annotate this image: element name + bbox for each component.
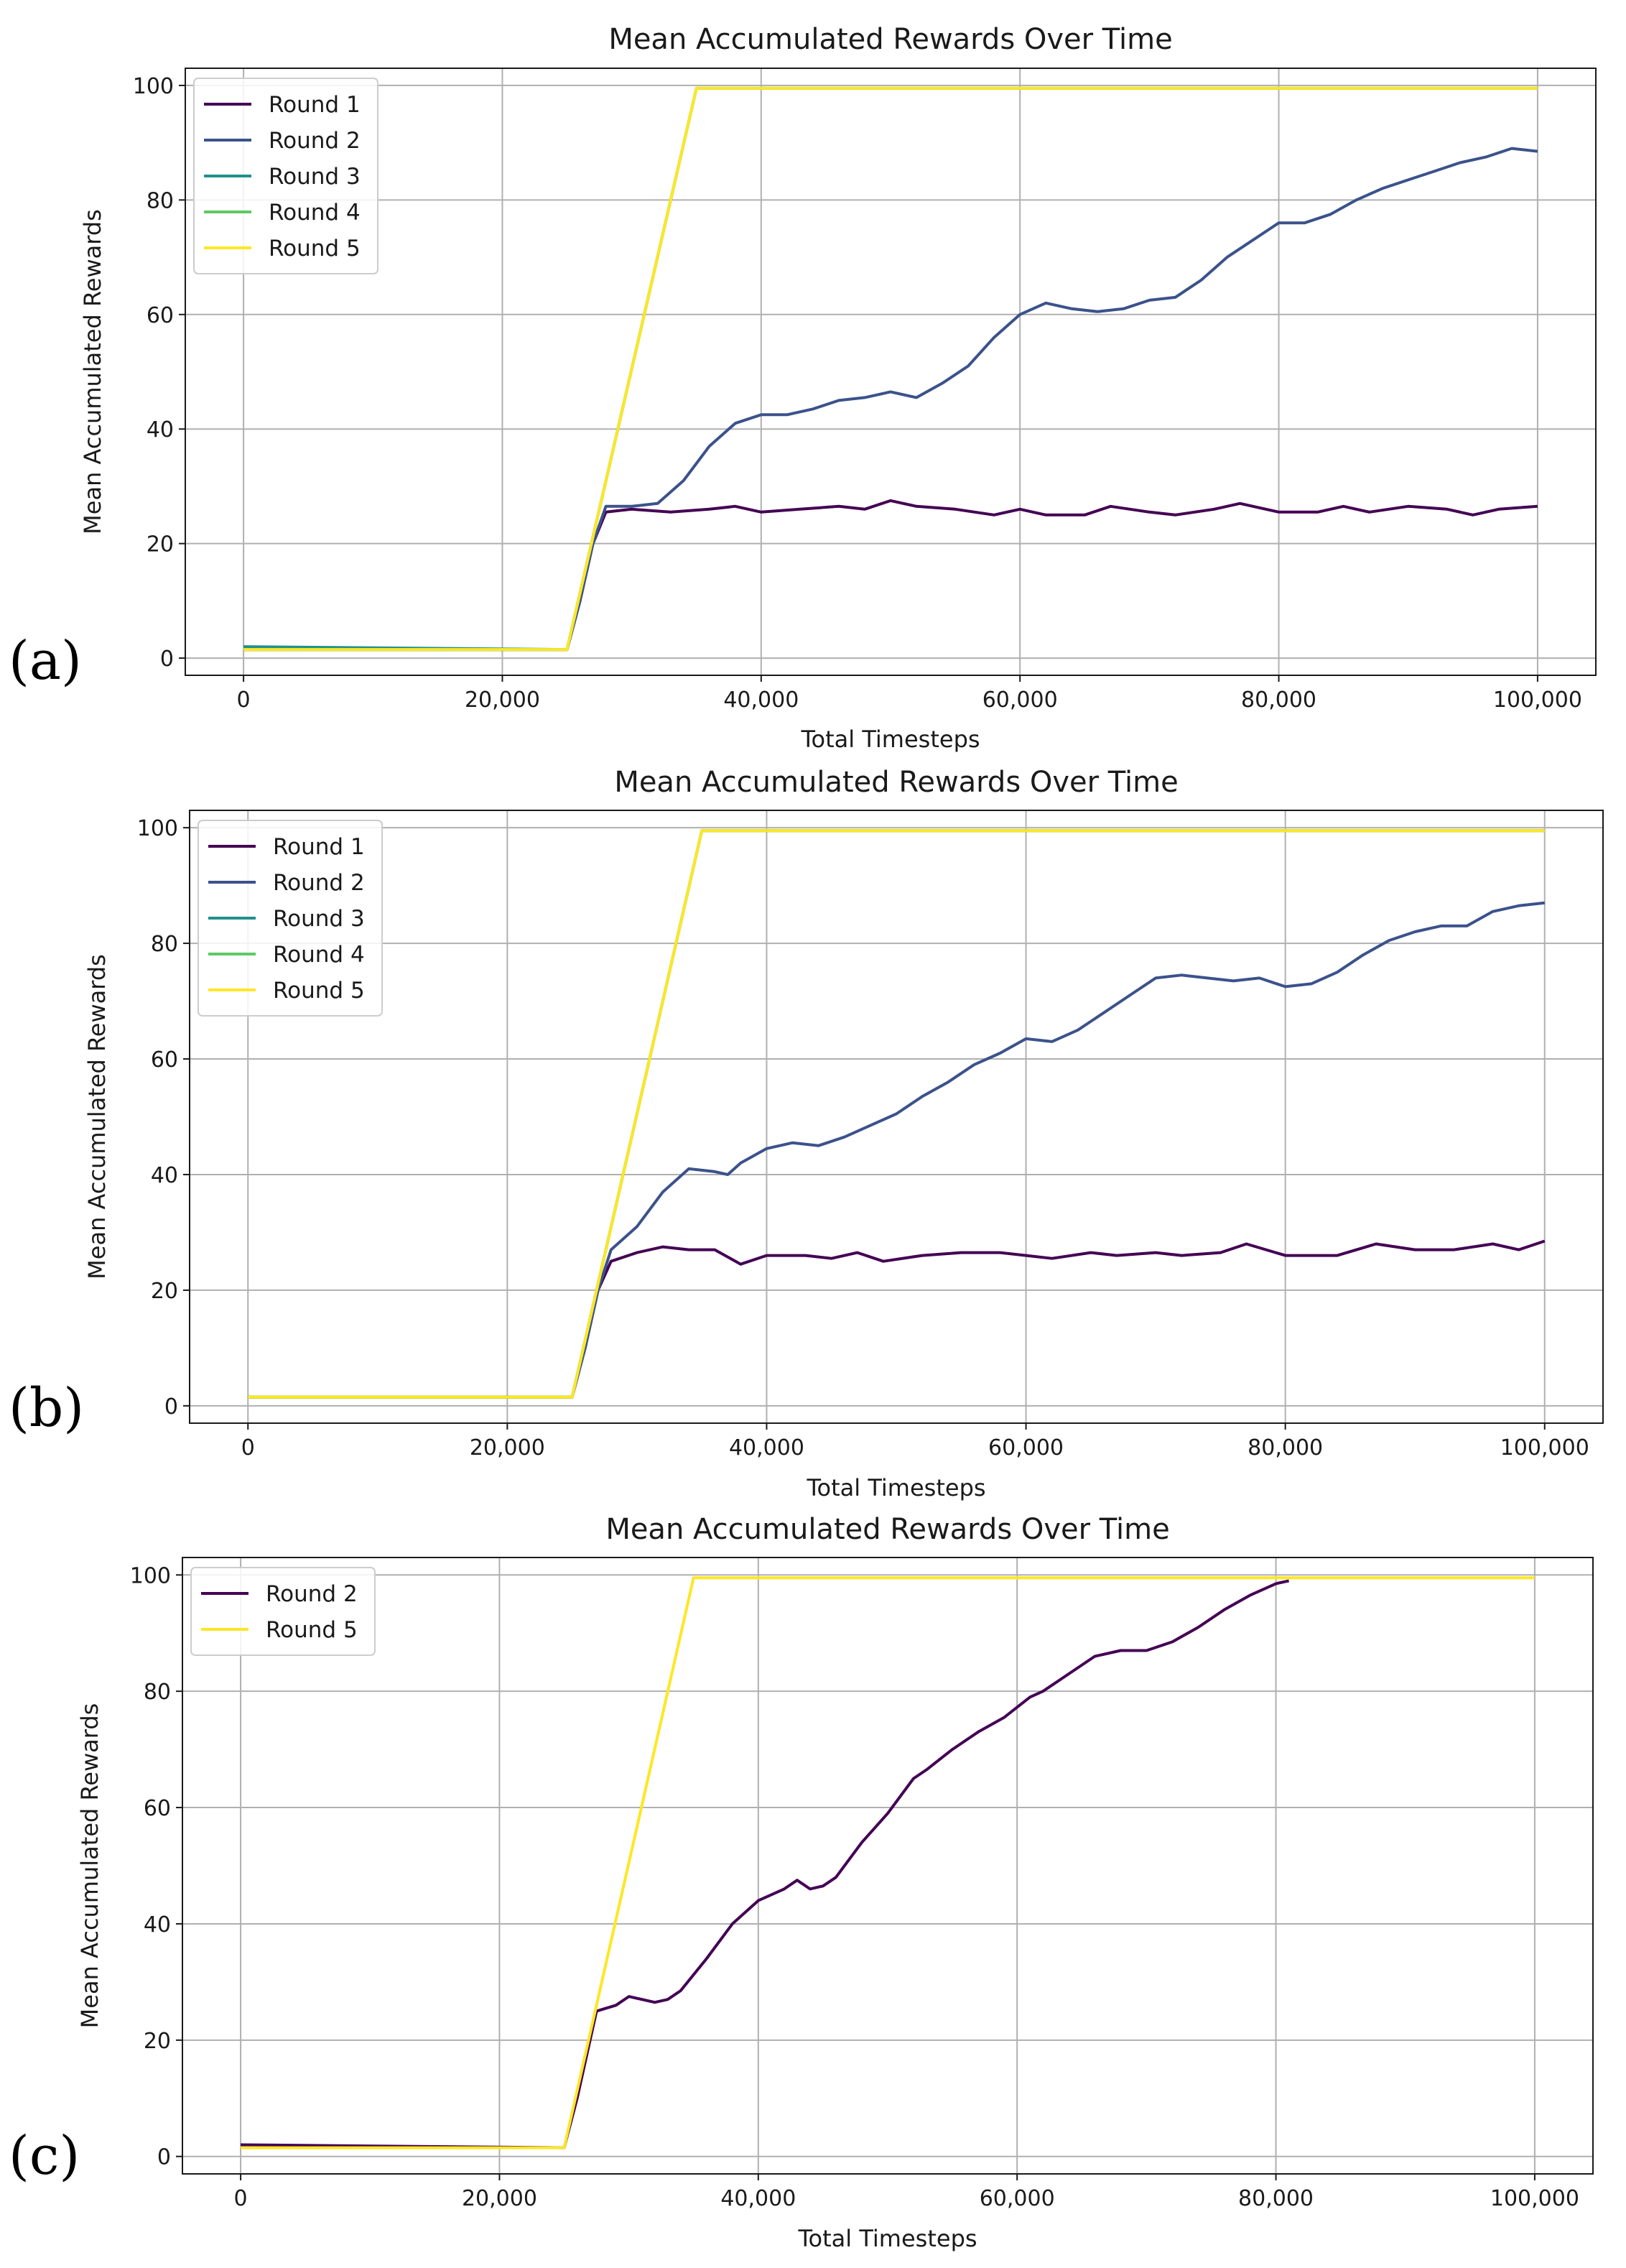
x-tick-label: 60,000 (980, 2186, 1055, 2211)
y-tick-label: 0 (164, 1394, 178, 1420)
legend-label: Round 5 (269, 236, 361, 261)
series-line-round-5 (243, 86, 1538, 652)
legend-label: Round 2 (269, 128, 361, 154)
legend: Round 1 Round 2 Round 3 Round 4 Round 5 (193, 78, 378, 274)
panel-label: (b) (9, 1377, 84, 1439)
y-tick-label: 20 (144, 2029, 171, 2054)
series-group (241, 1576, 1535, 2149)
x-tick-label: 100,000 (1500, 1435, 1589, 1461)
chart-title: Mean Accumulated Rewards Over Time (605, 1513, 1169, 1546)
y-tick-label: 0 (160, 647, 174, 672)
y-axis-label: Mean Accumulated Rewards (79, 209, 106, 534)
y-tick-label: 60 (147, 303, 174, 328)
series-line-round-1 (243, 499, 1538, 652)
x-tick-label: 20,000 (462, 2186, 537, 2211)
y-axis-label: Mean Accumulated Rewards (83, 954, 111, 1279)
chart-panel-b: 0 20,000 40,000 60,000 80,000 100,000 0 20 40 60 8… (9, 766, 1604, 1501)
plot-frame (185, 68, 1597, 676)
legend-label: Round 5 (273, 978, 365, 1004)
y-tick-label: 80 (147, 188, 174, 213)
y-tick-label: 0 (157, 2145, 171, 2170)
y-tick-label: 60 (151, 1047, 178, 1073)
x-tick-label: 60,000 (982, 688, 1058, 713)
legend-box (190, 1567, 376, 1656)
chart-title: Mean Accumulated Rewards Over Time (614, 766, 1178, 799)
plot-frame (182, 1557, 1594, 2175)
plot-frame (189, 810, 1604, 1424)
y-tick-label: 40 (144, 1912, 171, 1938)
series-line-round-2 (248, 901, 1546, 1399)
x-tick-label: 40,000 (720, 2186, 796, 2211)
x-tick-label: 100,000 (1490, 2186, 1579, 2211)
legend: Round 1 Round 2 Round 3 Round 4 Round 5 (198, 820, 383, 1017)
x-tick-label: 0 (237, 688, 251, 713)
y-axis-label: Mean Accumulated Rewards (76, 1703, 103, 2029)
x-axis-label: Total Timesteps (806, 1474, 985, 1501)
series-group (243, 86, 1538, 652)
y-tick-label: 20 (147, 532, 174, 557)
legend-label: Round 4 (269, 200, 361, 226)
series-line-round-5 (241, 1576, 1535, 2149)
x-tick-label: 20,000 (465, 688, 540, 713)
legend-box (198, 820, 383, 1017)
y-tick-label: 80 (144, 1680, 171, 1705)
chart-title: Mean Accumulated Rewards Over Time (608, 23, 1172, 56)
x-tick-label: 60,000 (988, 1435, 1064, 1461)
legend-label: Round 2 (266, 1581, 358, 1607)
series-line-round-2 (243, 147, 1538, 652)
y-tick-label: 100 (137, 816, 178, 841)
x-tick-label: 80,000 (1241, 688, 1316, 713)
series-line-round-1 (248, 1239, 1546, 1399)
chart-panel-a: 0 20,000 40,000 60,000 80,000 100,000 0 20 40 60 8… (9, 23, 1597, 753)
legend-label: Round 1 (269, 92, 361, 118)
series-line-round-3 (243, 86, 1538, 652)
series-line-round-2 (241, 1579, 1290, 2149)
y-tick-label: 100 (133, 74, 174, 99)
y-tick-label: 60 (144, 1796, 171, 1821)
y-tick-label: 100 (130, 1563, 171, 1588)
x-tick-label: 100,000 (1493, 688, 1582, 713)
x-tick-label: 80,000 (1248, 1435, 1323, 1461)
panel-label: (c) (9, 2125, 80, 2187)
legend-label: Round 2 (273, 870, 365, 896)
x-tick-label: 0 (234, 2186, 248, 2211)
x-tick-label: 0 (241, 1435, 255, 1461)
x-tick-label: 80,000 (1238, 2186, 1314, 2211)
x-tick-label: 40,000 (729, 1435, 804, 1461)
x-tick-label: 40,000 (723, 688, 799, 713)
y-tick-label: 40 (151, 1163, 178, 1188)
legend: Round 2 Round 5 (190, 1567, 376, 1656)
legend-label: Round 4 (273, 942, 365, 968)
legend-box (193, 78, 378, 274)
y-tick-label: 40 (147, 417, 174, 443)
legend-label: Round 3 (273, 906, 365, 932)
series-group (248, 829, 1546, 1399)
y-tick-label: 80 (151, 932, 178, 957)
chart-panel-c: 0 20,000 40,000 60,000 80,000 100,000 0 20 40 60 8… (9, 1513, 1594, 2252)
series-line-round-4 (243, 86, 1538, 652)
legend-label: Round 1 (273, 834, 365, 860)
legend-label: Round 5 (266, 1617, 358, 1643)
x-axis-label: Total Timesteps (800, 726, 980, 753)
legend-label: Round 3 (269, 164, 361, 190)
series-line-round-5 (248, 829, 1545, 1399)
x-tick-label: 20,000 (470, 1435, 545, 1461)
y-tick-label: 20 (151, 1279, 178, 1304)
panel-label: (a) (9, 630, 82, 692)
x-axis-label: Total Timesteps (797, 2225, 977, 2252)
